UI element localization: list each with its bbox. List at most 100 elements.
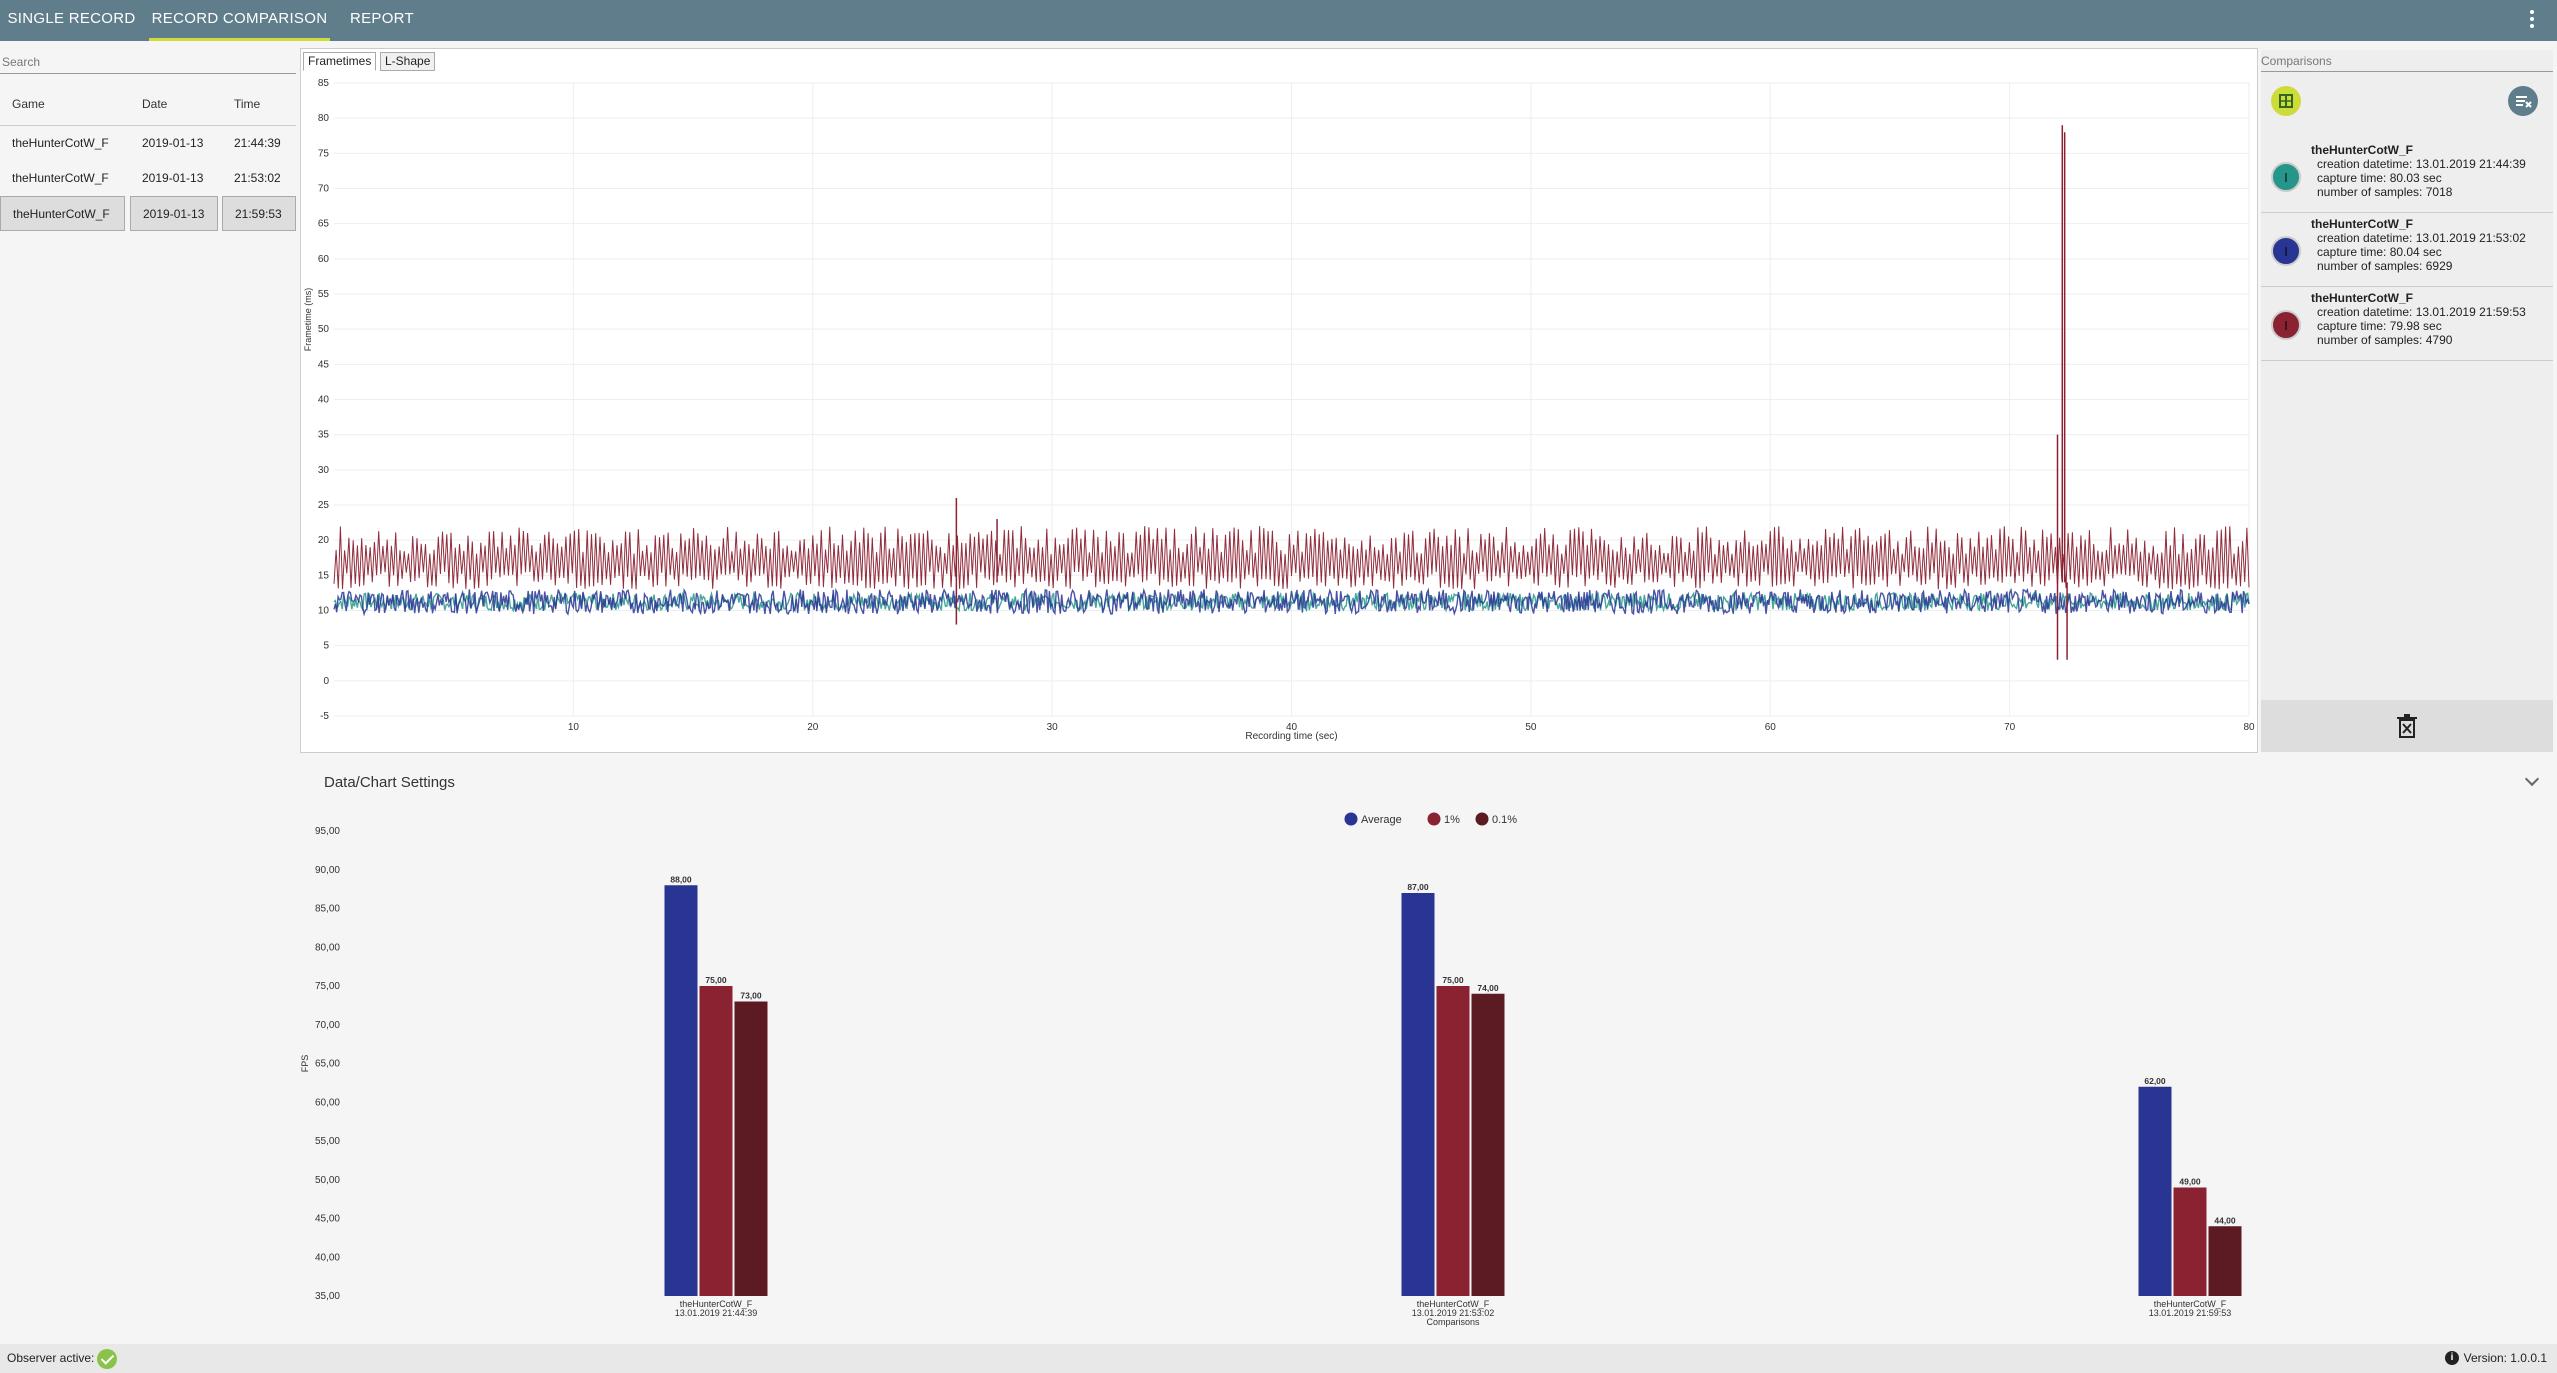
observer-label: Observer active:	[7, 1351, 95, 1365]
category-date: 13.01.2019 21:53:02	[1412, 1308, 1495, 1318]
bar	[2173, 1187, 2207, 1296]
y-tick-label: 85,00	[315, 904, 340, 915]
y-tick-label: 40,00	[315, 1252, 340, 1263]
bar-value-label: 75,00	[705, 975, 727, 985]
y-tick-label: 55	[318, 289, 330, 300]
y-tick-label: 75	[318, 148, 330, 159]
category-date: 13.01.2019 21:59:53	[2149, 1308, 2232, 1318]
category-label: theHunterCotW_F	[680, 1299, 753, 1309]
comparison-item[interactable]: theHunterCotW_F creation datetime: 13.01…	[2261, 141, 2553, 213]
more-menu-icon[interactable]	[2527, 8, 2537, 32]
table-row[interactable]: theHunterCotW_F 2019-01-13 21:53:02	[0, 161, 296, 196]
comparison-capture: capture time: 80.03 sec	[2317, 171, 2442, 185]
y-tick-label: 15	[318, 570, 330, 581]
search-input[interactable]: Search	[0, 52, 296, 74]
comparisons-title: Comparisons	[2261, 54, 2332, 68]
y-tick-label: 20	[318, 535, 330, 546]
column-header-game[interactable]: Game	[12, 97, 45, 111]
y-tick-label: 60	[318, 254, 330, 265]
frametime-chart[interactable]: -5 0 5 10 15 20 25 30 35 40 45 50 55 60 65 70 75 80 85 10 20…	[301, 49, 2257, 752]
clear-list-icon[interactable]	[2508, 86, 2538, 116]
y-tick-label: 70	[318, 184, 330, 195]
cell-game: theHunterCotW_F	[0, 196, 125, 231]
bar-value-label: 62,00	[2144, 1076, 2166, 1086]
comparison-capture: capture time: 79.98 sec	[2317, 319, 2442, 333]
frametime-chart-panel: Frametimes L-Shape -5 0 5 10 15 20 25 30 35 40 45 5…	[300, 48, 2258, 753]
series-line	[333, 587, 2250, 617]
x-tick-label: 30	[1047, 722, 1059, 733]
y-axis-label: FPS	[300, 1055, 310, 1073]
tab-single-record[interactable]: SINGLE RECORD	[7, 10, 136, 27]
comparison-samples: number of samples: 7018	[2317, 185, 2453, 199]
comparison-item[interactable]: theHunterCotW_F creation datetime: 13.01…	[2261, 215, 2553, 287]
color-dot-icon[interactable]	[2271, 162, 2301, 192]
y-tick-label: 75,00	[315, 981, 340, 992]
y-tick-label: 10	[318, 606, 330, 617]
category-date: 13.01.2019 21:44:39	[675, 1308, 758, 1318]
y-tick-label: 65	[318, 219, 330, 230]
comparison-name: theHunterCotW_F	[2311, 291, 2413, 305]
tab-l-shape[interactable]: L-Shape	[380, 52, 436, 71]
legend-marker	[1344, 812, 1358, 826]
bar	[664, 885, 698, 1296]
tab-report[interactable]: REPORT	[349, 10, 415, 27]
cell-date: 2019-01-13	[142, 171, 204, 185]
bar	[734, 1001, 768, 1296]
legend-marker	[1475, 812, 1489, 826]
divider	[2261, 71, 2553, 72]
records-panel: Search Game Date Time theHunterCotW_F 20…	[0, 50, 296, 1342]
y-tick-label: -5	[320, 711, 329, 722]
fps-bar-chart[interactable]: 35,00 40,00 45,00 50,00 55,00 60,00 65,00 70,00…	[300, 806, 2553, 1344]
tab-record-comparison[interactable]: RECORD COMPARISON	[149, 0, 330, 41]
status-bar: Observer active: i Version: 1.0.0.1	[0, 1344, 2557, 1373]
x-tick-label: 70	[2004, 722, 2016, 733]
cell-time: 21:53:02	[234, 171, 281, 185]
cell-game: theHunterCotW_F	[12, 136, 109, 150]
chevron-down-icon[interactable]	[2524, 771, 2540, 787]
table-row-selected[interactable]: theHunterCotW_F 2019-01-13 21:59:53	[0, 196, 296, 231]
x-tick-label: 80	[2243, 722, 2255, 733]
comparison-creation: creation datetime: 13.01.2019 21:44:39	[2317, 157, 2526, 171]
y-tick-label: 70,00	[315, 1020, 340, 1031]
comparison-creation: creation datetime: 13.01.2019 21:59:53	[2317, 305, 2526, 319]
top-nav: SINGLE RECORD RECORD COMPARISON REPORT	[0, 0, 2557, 41]
x-tick-label: 50	[1525, 722, 1537, 733]
color-dot-icon[interactable]	[2271, 310, 2301, 340]
y-tick-label: 30	[318, 465, 330, 476]
bar-value-label: 44,00	[2214, 1215, 2236, 1225]
y-tick-label: 80	[318, 113, 330, 124]
chart-settings-expander[interactable]: Data/Chart Settings	[300, 758, 2553, 806]
bar	[2138, 1086, 2172, 1296]
table-row[interactable]: theHunterCotW_F 2019-01-13 21:44:39	[0, 126, 296, 161]
cell-game: theHunterCotW_F	[12, 171, 109, 185]
bar-value-label: 88,00	[670, 874, 692, 884]
y-tick-label: 40	[318, 395, 330, 406]
y-axis-label: Frametime (ms)	[303, 288, 313, 352]
bar	[699, 986, 733, 1296]
records-table: Game Date Time theHunterCotW_F 2019-01-1…	[0, 86, 296, 231]
column-header-date[interactable]: Date	[142, 97, 168, 111]
bar-value-label: 87,00	[1407, 882, 1429, 892]
y-tick-label: 50	[318, 324, 330, 335]
records-table-header: Game Date Time	[0, 86, 296, 126]
y-tick-label: 55,00	[315, 1136, 340, 1147]
bar	[1401, 893, 1435, 1296]
comparison-creation: creation datetime: 13.01.2019 21:53:02	[2317, 231, 2526, 245]
x-tick-label: 60	[1765, 722, 1777, 733]
category-label: theHunterCotW_F	[1417, 1299, 1490, 1309]
bar-value-label: 49,00	[2179, 1177, 2201, 1187]
y-tick-label: 65,00	[315, 1059, 340, 1070]
color-dot-icon[interactable]	[2271, 236, 2301, 266]
column-header-time[interactable]: Time	[234, 97, 261, 111]
comparisons-panel: Comparisons theHunterCotW_F creation dat…	[2261, 50, 2553, 752]
delete-all-icon[interactable]	[2395, 713, 2419, 739]
tab-frametimes[interactable]: Frametimes	[303, 52, 377, 71]
y-tick-label: 95,00	[315, 826, 340, 837]
legend-marker	[1427, 812, 1441, 826]
comparison-name: theHunterCotW_F	[2311, 143, 2413, 157]
add-comparison-icon[interactable]	[2271, 86, 2301, 116]
comparison-item[interactable]: theHunterCotW_F creation datetime: 13.01…	[2261, 289, 2553, 361]
bar	[1436, 986, 1470, 1296]
legend-label: 0.1%	[1492, 814, 1517, 826]
